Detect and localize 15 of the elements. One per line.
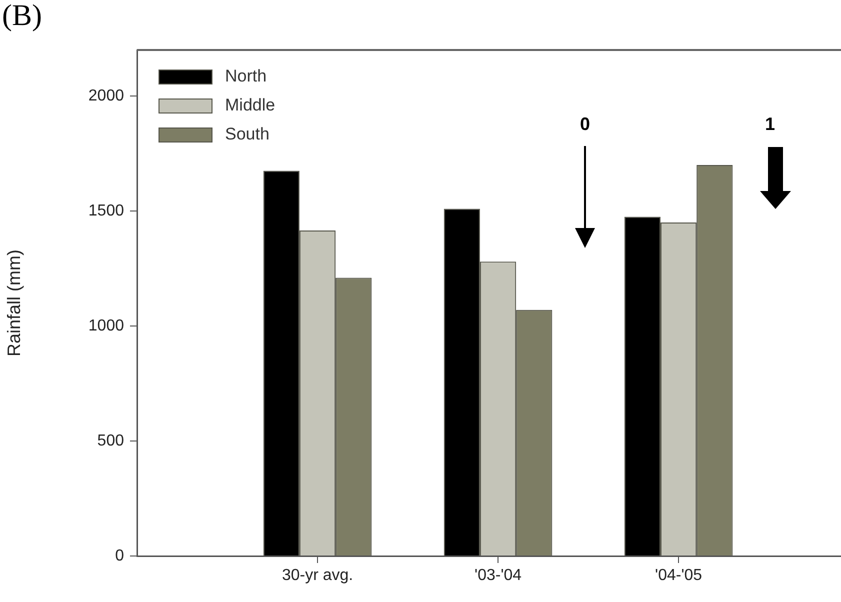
legend-label: North xyxy=(225,66,267,86)
y-tick-label: 1500 xyxy=(88,202,124,220)
legend-label: Middle xyxy=(225,96,276,115)
legend-label: South xyxy=(225,124,270,144)
annotation: 0 xyxy=(580,114,590,134)
y-tick-label: 0 xyxy=(115,547,124,564)
x-tick-label: 30-yr avg. xyxy=(282,567,354,584)
y-tick-label: 1000 xyxy=(88,317,124,334)
chart-title: (B) xyxy=(2,0,42,32)
x-tick-label: '04-'05 xyxy=(655,567,702,584)
y-tick-label: 2000 xyxy=(88,87,124,104)
y-axis-title: Rainfall (mm) xyxy=(4,249,24,357)
y-tick-label: 500 xyxy=(97,432,124,450)
x-tick-label: '03-'04 xyxy=(474,567,522,584)
annotation: 1 xyxy=(764,114,776,134)
